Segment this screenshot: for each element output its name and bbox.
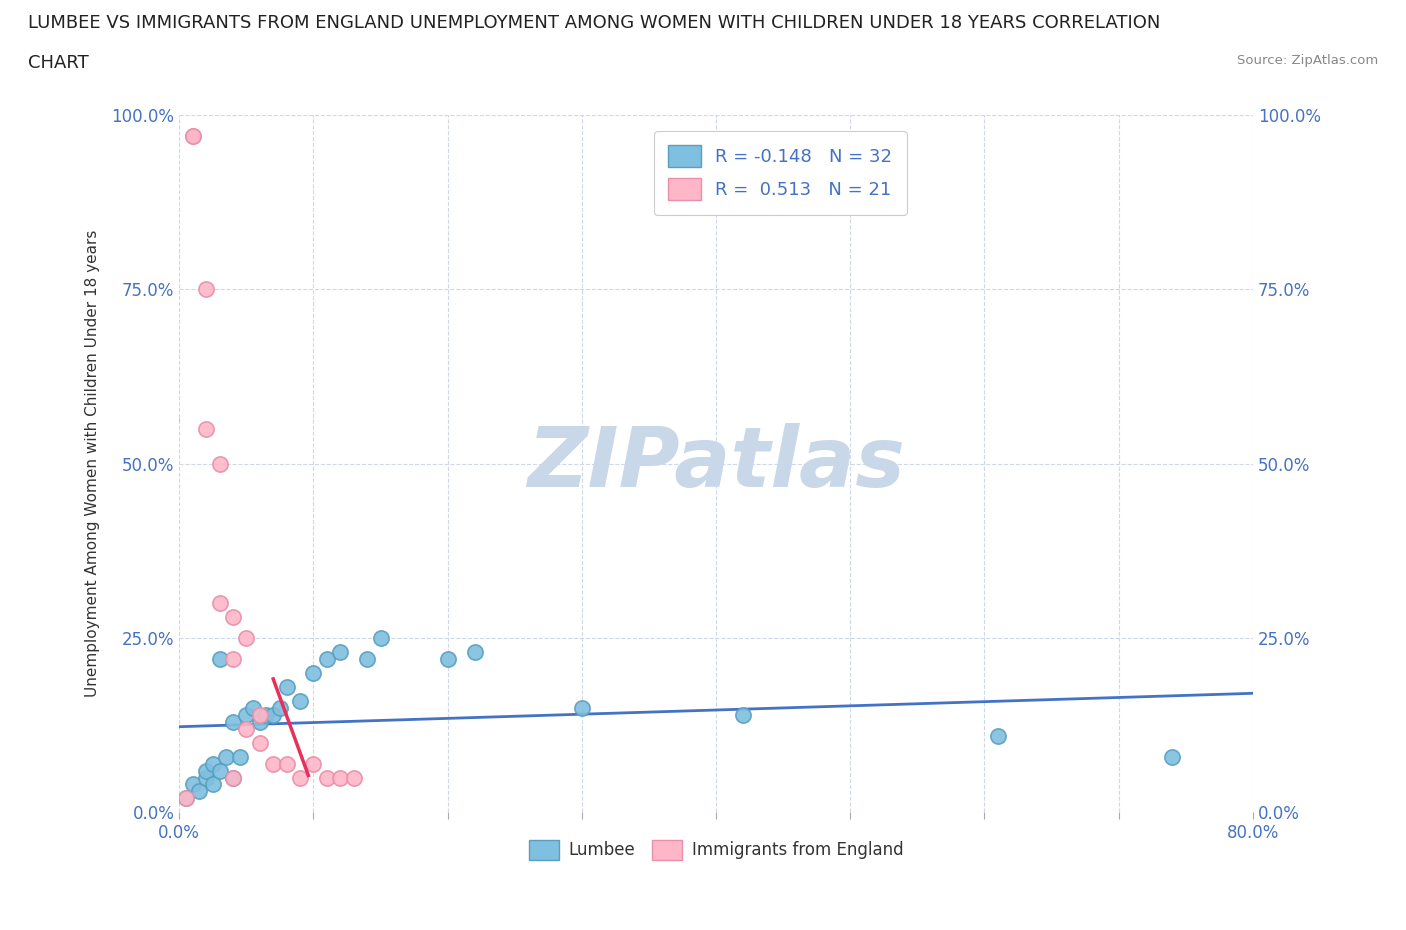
- Point: [249, 736, 271, 751]
- Point: [235, 708, 257, 723]
- Point: [463, 644, 485, 659]
- Point: [315, 652, 337, 667]
- Point: [181, 128, 204, 143]
- Point: [288, 694, 311, 709]
- Point: [256, 708, 278, 723]
- Point: [731, 708, 754, 723]
- Point: [208, 457, 231, 472]
- Point: [235, 631, 257, 645]
- Text: CHART: CHART: [28, 54, 89, 72]
- Point: [174, 791, 197, 806]
- Point: [195, 282, 218, 297]
- Point: [215, 750, 238, 764]
- Point: [276, 680, 298, 695]
- Point: [208, 652, 231, 667]
- Point: [242, 700, 264, 715]
- Point: [269, 700, 291, 715]
- Legend: Lumbee, Immigrants from England: Lumbee, Immigrants from England: [522, 833, 910, 867]
- Point: [302, 756, 325, 771]
- Point: [288, 770, 311, 785]
- Y-axis label: Unemployment Among Women with Children Under 18 years: Unemployment Among Women with Children U…: [86, 230, 100, 698]
- Point: [222, 652, 245, 667]
- Point: [329, 644, 352, 659]
- Point: [262, 756, 284, 771]
- Point: [174, 791, 197, 806]
- Point: [195, 764, 218, 778]
- Text: ZIPatlas: ZIPatlas: [527, 423, 905, 504]
- Point: [370, 631, 392, 645]
- Point: [329, 770, 352, 785]
- Text: Source: ZipAtlas.com: Source: ZipAtlas.com: [1237, 54, 1378, 67]
- Point: [222, 610, 245, 625]
- Text: LUMBEE VS IMMIGRANTS FROM ENGLAND UNEMPLOYMENT AMONG WOMEN WITH CHILDREN UNDER 1: LUMBEE VS IMMIGRANTS FROM ENGLAND UNEMPL…: [28, 14, 1160, 32]
- Point: [222, 770, 245, 785]
- Point: [235, 722, 257, 737]
- Point: [987, 728, 1010, 743]
- Point: [276, 756, 298, 771]
- Point: [302, 666, 325, 681]
- Point: [208, 596, 231, 611]
- Point: [571, 700, 593, 715]
- Point: [249, 708, 271, 723]
- Point: [181, 777, 204, 792]
- Point: [436, 652, 458, 667]
- Point: [188, 784, 211, 799]
- Point: [315, 770, 337, 785]
- Point: [222, 714, 245, 729]
- Point: [1161, 750, 1184, 764]
- Point: [208, 764, 231, 778]
- Point: [181, 128, 204, 143]
- Point: [356, 652, 378, 667]
- Point: [222, 770, 245, 785]
- Point: [201, 756, 224, 771]
- Point: [195, 421, 218, 436]
- Point: [228, 750, 250, 764]
- Point: [201, 777, 224, 792]
- Point: [262, 708, 284, 723]
- Point: [343, 770, 366, 785]
- Point: [195, 770, 218, 785]
- Point: [249, 714, 271, 729]
